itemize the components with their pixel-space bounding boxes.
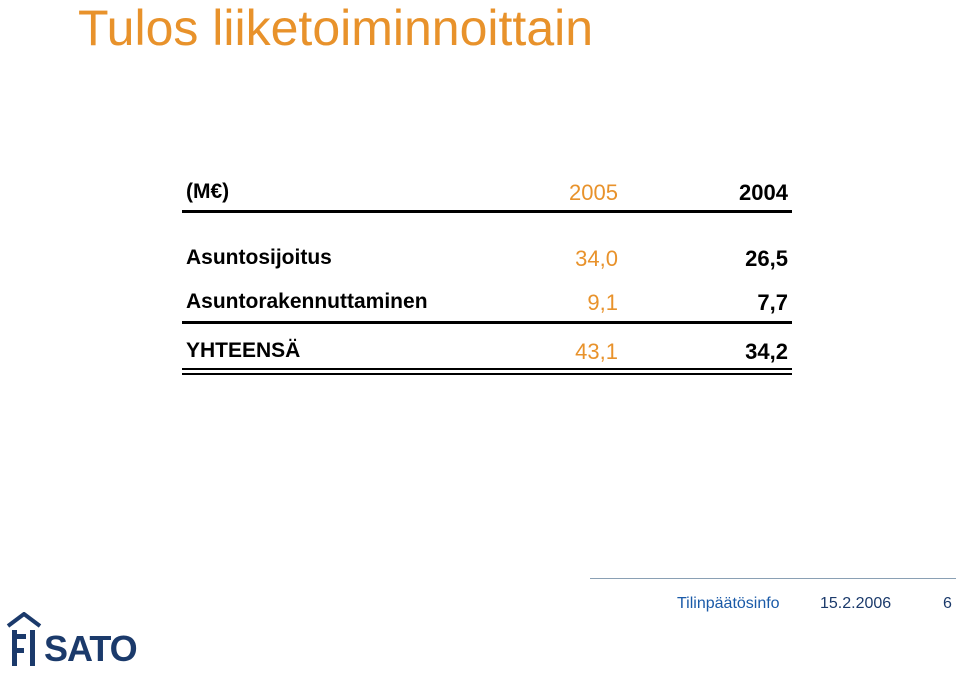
table-total-row: YHTEENSÄ 43,1 34,2 [182, 339, 792, 369]
subtotal-divider [182, 321, 792, 324]
logo-wordmark: SATO [44, 628, 138, 669]
page-number: 6 [943, 595, 952, 612]
row-value-2005: 34,0 [575, 246, 618, 271]
unit-label: (M€) [186, 180, 230, 203]
total-double-rule-bottom [182, 373, 792, 375]
slide-title: Tulos liiketoiminnoittain [78, 0, 594, 56]
header-divider [182, 210, 792, 213]
footer-divider [590, 578, 956, 579]
row-label: Asuntorakennuttaminen [186, 290, 428, 313]
table-row: Asuntorakennuttaminen 9,1 7,7 [182, 290, 792, 320]
table-header: (M€) 2005 2004 [182, 180, 792, 210]
total-value-2004: 34,2 [745, 339, 788, 364]
table-row: Asuntosijoitus 34,0 26,5 [182, 246, 792, 276]
row-value-2005: 9,1 [587, 290, 618, 315]
sato-logo: SATO [6, 610, 166, 670]
column-header-2005: 2005 [569, 180, 618, 205]
footer-info: Tilinpäätösinfo [677, 595, 780, 612]
row-value-2004: 7,7 [757, 290, 788, 315]
total-double-rule-top [182, 368, 792, 370]
row-value-2004: 26,5 [745, 246, 788, 271]
house-icon [6, 612, 42, 666]
total-value-2005: 43,1 [575, 339, 618, 364]
row-label: Asuntosijoitus [186, 246, 332, 269]
column-header-2004: 2004 [739, 180, 788, 205]
footer-date: 15.2.2006 [820, 595, 892, 612]
total-label: YHTEENSÄ [186, 339, 301, 362]
